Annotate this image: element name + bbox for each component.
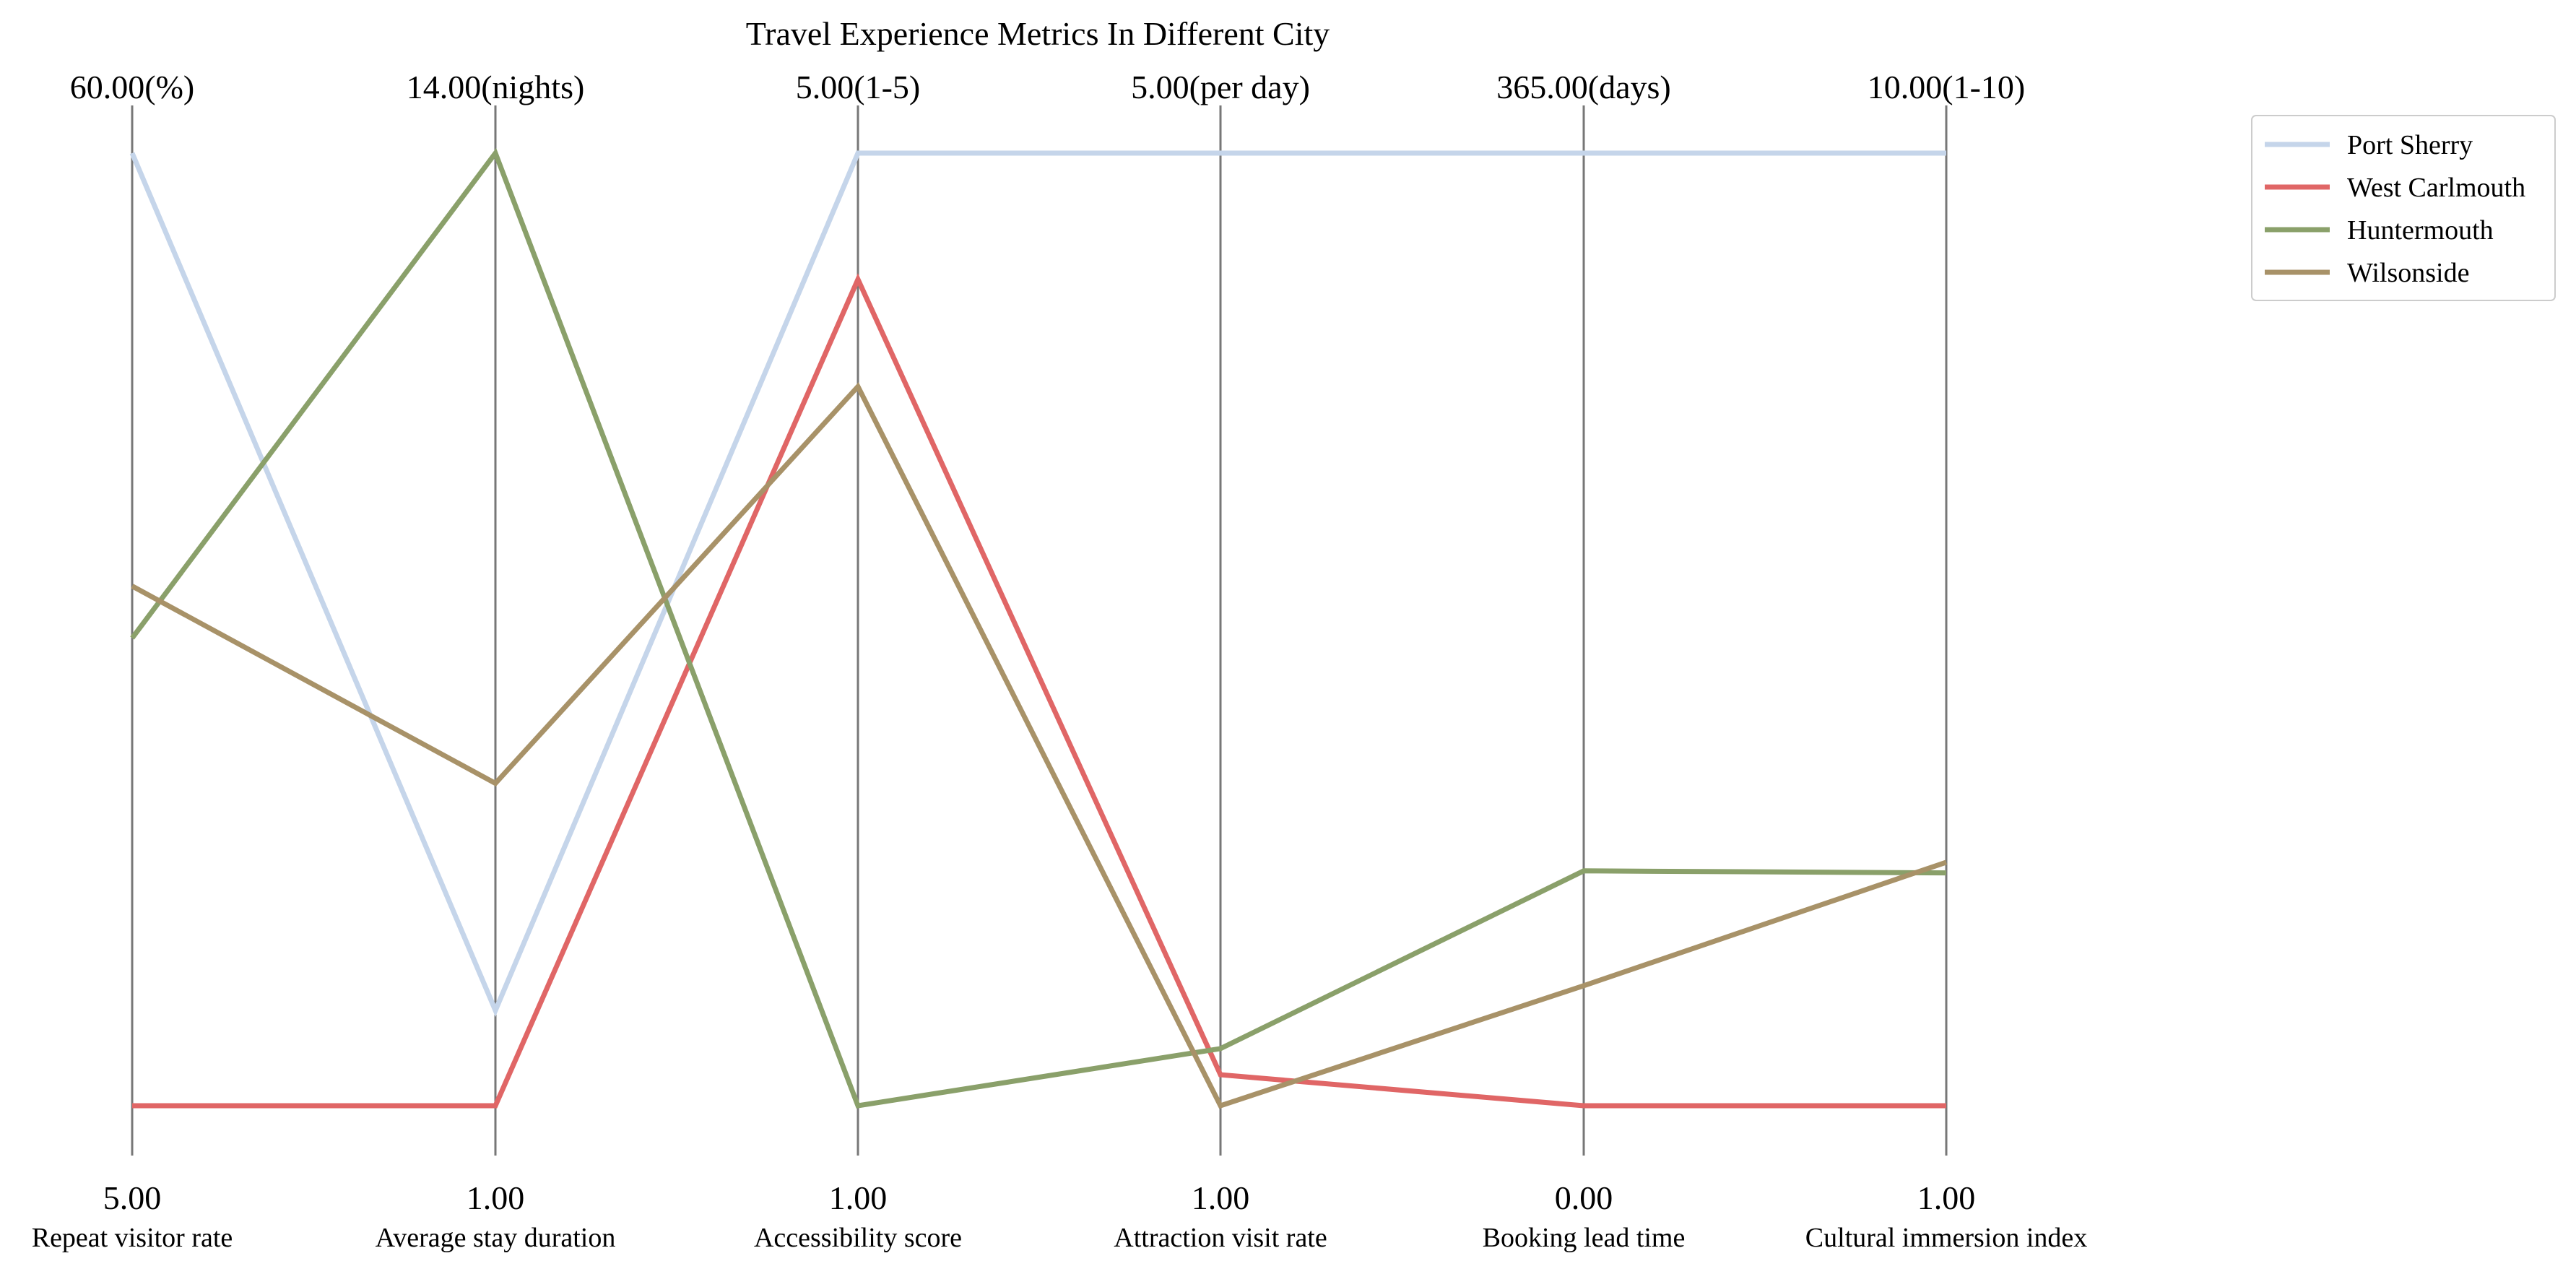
axis-min-tick-label: 1.00 xyxy=(467,1179,525,1216)
legend-label: Huntermouth xyxy=(2347,215,2494,246)
axis-max-tick-label: 5.00(1-5) xyxy=(796,69,920,105)
axis-label: Average stay duration xyxy=(376,1223,616,1253)
legend-label: Port Sherry xyxy=(2347,130,2473,160)
series-lines-layer xyxy=(129,147,1948,1109)
axis-max-tick-label: 60.00(%) xyxy=(70,69,194,105)
axis-max-tick-label: 5.00(per day) xyxy=(1131,69,1310,105)
axis-max-tick-label: 365.00(days) xyxy=(1496,69,1670,105)
axis-label: Booking lead time xyxy=(1483,1223,1686,1253)
legend-label: West Carlmouth xyxy=(2347,173,2525,203)
axis-label: Accessibility score xyxy=(754,1223,962,1253)
legend-items: Port Sherry West Carlmouth Huntermouth Wils… xyxy=(2265,130,2525,288)
legend-label: Wilsonside xyxy=(2347,258,2469,288)
legend-box xyxy=(2251,115,2556,301)
legend: Port Sherry West Carlmouth Huntermouth Wils… xyxy=(2251,115,2556,301)
axis-max-tick-label: 10.00(1-10) xyxy=(1868,69,2025,105)
chart-title: Travel Experience Metrics In Different C… xyxy=(746,15,1330,52)
axes-layer: 60.00(%) 5.00 Repeat visitor rate 14.00(nig… xyxy=(32,69,2088,1253)
series-line-0 xyxy=(129,150,1946,1018)
axis-min-tick-label: 1.00 xyxy=(1917,1179,1976,1216)
axis-min-tick-label: 1.00 xyxy=(1192,1179,1250,1216)
axis-label: Cultural immersion index xyxy=(1805,1223,2088,1253)
axis-min-tick-label: 1.00 xyxy=(829,1179,888,1216)
series-line-2 xyxy=(130,147,1947,1109)
axis-max-tick-label: 14.00(nights) xyxy=(407,69,585,105)
series-line-3 xyxy=(131,382,1948,1109)
series-line-1 xyxy=(132,273,1946,1109)
axis-label: Attraction visit rate xyxy=(1114,1223,1327,1253)
axis-min-tick-label: 0.00 xyxy=(1555,1179,1613,1216)
axis-label: Repeat visitor rate xyxy=(32,1223,233,1253)
axis-min-tick-label: 5.00 xyxy=(103,1179,162,1216)
